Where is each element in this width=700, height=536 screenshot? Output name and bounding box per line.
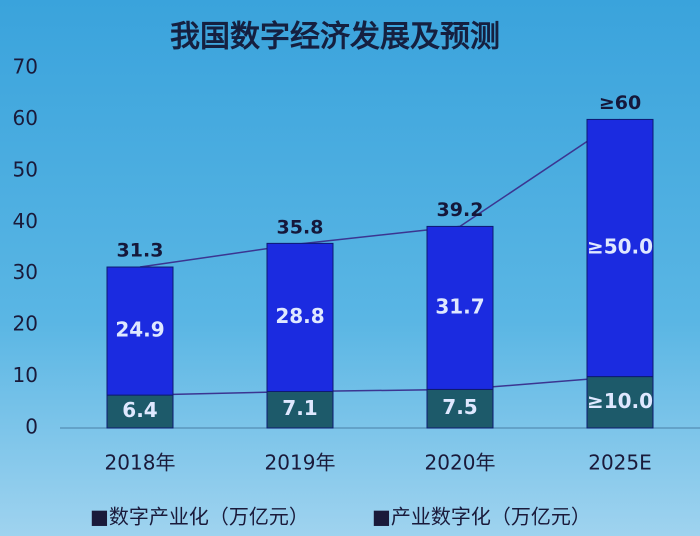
bar-segment [106, 394, 174, 429]
segment-line [139, 375, 621, 396]
bar-segment [266, 242, 334, 392]
total-label: ≥60 [599, 92, 641, 114]
x-tick-label: 2018年 [105, 451, 176, 475]
chart-title: 我国数字经济发展及预测 [170, 20, 500, 55]
bar-segment [426, 225, 494, 390]
x-tick-label: 2025E [588, 451, 652, 475]
y-tick-label: 60 [13, 106, 38, 130]
total-label: 31.3 [117, 240, 164, 262]
y-tick-label: 40 [13, 209, 38, 233]
total-label: 39.2 [437, 199, 484, 221]
bar-segment [586, 376, 654, 429]
x-tick-label: 2020年 [425, 451, 496, 475]
y-tick-label: 0 [25, 415, 38, 439]
data-label: 7.5 [442, 395, 477, 419]
data-label: 7.1 [282, 396, 317, 420]
data-label: 24.9 [115, 318, 164, 342]
total-line [139, 118, 621, 268]
y-tick-label: 70 [13, 55, 38, 79]
bar-segment [266, 390, 334, 429]
y-tick-label: 50 [13, 157, 38, 181]
total-label: 35.8 [277, 216, 324, 238]
y-tick-label: 30 [13, 260, 38, 284]
data-label: 28.8 [275, 304, 324, 328]
bar-segment [586, 118, 654, 378]
data-label: 6.4 [122, 398, 157, 422]
x-tick-label: 2019年 [265, 451, 336, 475]
bar-segment [106, 266, 174, 396]
legend-entry: ■数字产业化（万亿元） [90, 505, 309, 529]
legend-entry: ■产业数字化（万亿元） [372, 505, 591, 529]
data-label: ≥50.0 [587, 235, 653, 259]
bar-segment [426, 388, 494, 429]
y-tick-label: 10 [13, 363, 38, 387]
y-tick-label: 20 [13, 312, 38, 336]
data-label: ≥10.0 [587, 389, 653, 413]
data-label: 31.7 [435, 294, 484, 318]
